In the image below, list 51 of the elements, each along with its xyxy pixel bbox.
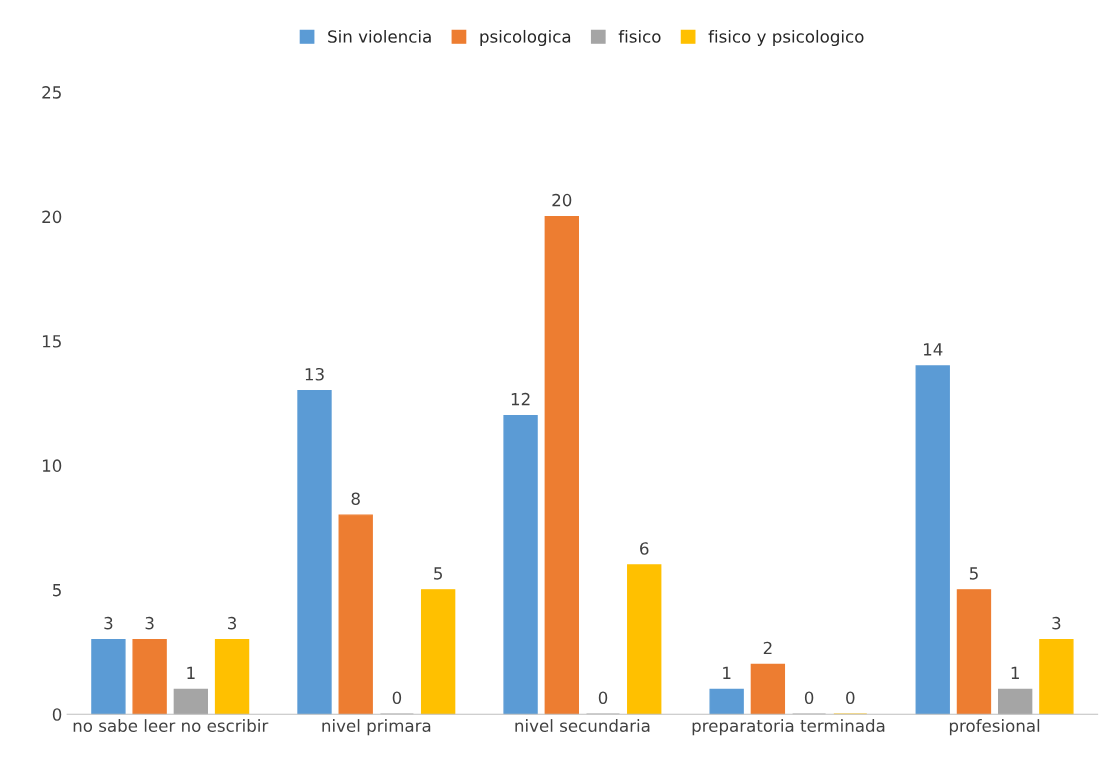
y-tick-label: 10 (42, 459, 62, 472)
bar (544, 215, 579, 715)
x-tick-label: no sabe leer no escribir (73, 719, 269, 732)
y-tick-label: 0 (52, 708, 62, 721)
bar (214, 638, 250, 715)
data-label: 0 (392, 691, 402, 705)
legend-label: fisico y psicologico (708, 29, 864, 47)
data-label: 20 (552, 193, 572, 207)
bar (420, 589, 456, 715)
y-tick-label: 25 (42, 86, 61, 99)
bar (956, 589, 992, 715)
bar (91, 638, 126, 715)
data-label: 14 (923, 343, 943, 356)
bar (132, 638, 167, 715)
y-tick-label: 15 (42, 335, 61, 348)
data-label: 1 (187, 666, 195, 679)
y-tick-label: 20 (42, 210, 62, 224)
y-tick-label: 5 (53, 584, 61, 597)
x-tick-label: profesional (949, 719, 1040, 736)
bar (750, 663, 786, 715)
bar (997, 688, 1033, 715)
data-label: 3 (104, 616, 113, 630)
bar (338, 514, 373, 715)
data-label: 5 (969, 567, 978, 580)
bar (709, 688, 744, 715)
bar (503, 414, 538, 715)
data-label: 3 (228, 616, 237, 630)
data-label: 2 (763, 641, 772, 655)
data-label: 5 (434, 567, 442, 580)
data-label: 3 (145, 616, 154, 630)
bar (915, 365, 950, 715)
bar (173, 688, 209, 715)
data-label: 13 (305, 367, 324, 381)
bar (1039, 638, 1074, 715)
data-label: 1 (723, 666, 731, 679)
legend-label: psicologica (480, 29, 571, 47)
legend-label: Sin violencia (328, 29, 431, 43)
x-tick-label: preparatoria terminada (692, 719, 885, 736)
data-label: 12 (511, 392, 530, 406)
legend-label: fisico (618, 29, 661, 43)
data-label: 8 (351, 492, 360, 505)
data-label: 6 (640, 542, 649, 555)
data-label: 0 (598, 691, 608, 705)
bar (627, 564, 662, 715)
data-label: 3 (1052, 616, 1061, 630)
data-label: 0 (804, 691, 814, 705)
x-tick-label: nivel primara (322, 719, 431, 736)
bar (297, 390, 332, 715)
data-label: 1 (1011, 666, 1019, 679)
data-label: 0 (846, 691, 855, 705)
x-tick-label: nivel secundaria (515, 719, 650, 732)
